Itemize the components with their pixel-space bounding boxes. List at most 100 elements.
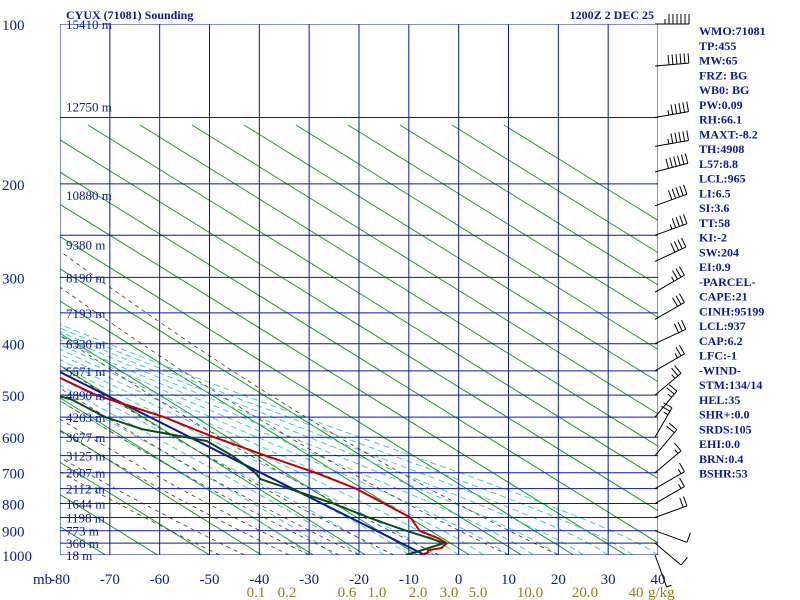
station-index-label: HEL:35 [699, 393, 740, 407]
station-index-label: EI:0.9 [699, 260, 731, 274]
wind-barb-flag [661, 405, 671, 412]
wind-barb-flag [686, 130, 689, 141]
height-label: 8190 m [66, 270, 105, 285]
wind-barb-flag [679, 185, 684, 196]
mixing-ratio-line [60, 471, 220, 555]
station-index-label: FRZ: BG [699, 68, 747, 82]
wind-barb [654, 53, 690, 67]
wind-barb-flag [668, 384, 678, 392]
height-labels: 15410 m 12750 m 10880 m 9380 m 8190 m 7193 m 6… [66, 17, 112, 563]
station-index-label: LFC:-1 [699, 349, 737, 363]
height-label: 12750 m [66, 99, 112, 114]
mixing-ratio-tick-label: 1.0 [368, 585, 387, 600]
dry-adiabat-line [451, 124, 658, 254]
pressure-tick-label: 600 [2, 431, 25, 447]
wind-barb-staff [654, 246, 687, 262]
wind-barb-flag [669, 157, 673, 168]
dry-adiabat-line [60, 236, 575, 555]
station-index-label: SRDS:105 [699, 422, 752, 436]
wind-barb [654, 542, 688, 566]
dry-adiabat-line [60, 364, 367, 555]
mixing-ratio-tick-label: 3.0 [440, 585, 459, 600]
moist-adiabat-line [60, 384, 360, 555]
height-label: 3677 m [66, 430, 105, 445]
wind-barb-flag [678, 131, 682, 142]
mixing-ratio-tick-label: 2.0 [409, 585, 428, 600]
height-label: 18 m [66, 548, 92, 563]
wind-barb-flag [673, 156, 677, 167]
wind-barb-staff [654, 111, 689, 118]
wind-barb-half-flag [671, 374, 676, 379]
moist-adiabat-line [60, 370, 410, 555]
wind-barb [654, 293, 685, 320]
pressure-temperature-grid [60, 24, 658, 555]
temperature-tick-label: -20 [349, 572, 369, 588]
temperature-tick-label: -40 [249, 572, 269, 588]
mixing-ratio-unit-label: g/kg [648, 585, 675, 600]
wind-barb [654, 422, 678, 456]
mixing-ratio-tick-label: 0.6 [338, 585, 357, 600]
pressure-tick-label: 100 [2, 18, 25, 34]
wind-barb-flag [666, 387, 675, 395]
wind-barb-half-flag [678, 483, 682, 489]
wind-barb-half-flag [674, 449, 679, 454]
pressure-tick-label: 200 [2, 178, 25, 194]
mixing-ratio-line [60, 418, 310, 555]
wind-barb-flag [683, 184, 688, 195]
parcel-path [60, 370, 426, 555]
wind-barb-staff [654, 162, 688, 173]
height-label: 4890 m [66, 388, 105, 403]
wind-barb-staff [654, 353, 685, 372]
wind-barb-staff [654, 62, 689, 67]
station-index-label: STM:134/14 [699, 378, 762, 392]
temperature-trace [60, 376, 448, 555]
dry-adiabats [60, 124, 658, 555]
wind-barb-staff [654, 542, 682, 566]
wind-barb-staff [654, 429, 678, 456]
wind-barb-staff [654, 505, 688, 518]
wind-barb-flag [675, 54, 678, 65]
height-label: 1198 m [66, 511, 105, 526]
wind-barb-flag [679, 477, 685, 487]
station-index-label: RH:66.1 [699, 113, 742, 127]
temperature-tick-label: -80 [50, 572, 70, 588]
pressure-tick-label: 1000 [2, 549, 32, 565]
wind-barb-flag [682, 131, 686, 142]
station-index-label: WMO:71081 [699, 24, 766, 38]
wind-barb-flag [677, 239, 683, 249]
wind-barb-staff [654, 301, 685, 320]
wind-barb [654, 477, 685, 504]
wind-barb-half-flag [667, 393, 673, 398]
station-index-label: PW:0.09 [699, 98, 743, 112]
height-label: 7193 m [66, 306, 105, 321]
wind-barb [654, 530, 691, 543]
station-index-label: -WIND- [699, 363, 741, 377]
wind-barb-half-flag [667, 110, 670, 116]
wind-barb-flag [683, 496, 688, 507]
wind-barb-flag [686, 101, 689, 112]
height-label: 1644 m [66, 497, 105, 512]
station-index-label: EHI:0.0 [699, 437, 740, 451]
dry-adiabat-line [139, 124, 658, 447]
dry-adiabat-line [347, 124, 658, 318]
moist-adiabat-line [60, 400, 310, 555]
wind-barb-flag [679, 53, 682, 64]
wind-barb [654, 214, 688, 236]
station-index-label: TH:4908 [699, 142, 744, 156]
wind-barb [654, 402, 673, 438]
dry-adiabat-line [60, 171, 658, 544]
mixing-ratio-tick-label: 5.0 [469, 585, 488, 600]
mixing-ratio-line [60, 457, 245, 555]
wind-barb-staff [654, 274, 685, 293]
station-index-label: SHR+:0.0 [699, 408, 750, 422]
wind-barb-flag [670, 104, 674, 115]
temperature-tick-label: -60 [150, 572, 170, 588]
wind-barb-staff [654, 554, 668, 588]
height-label: 9380 m [66, 237, 105, 252]
pressure-unit-label: mb [33, 572, 52, 588]
station-index-label: TP:455 [699, 39, 736, 53]
wind-barb-flag [674, 365, 682, 374]
wind-barb-flag [677, 155, 681, 166]
wind-barb-staff [654, 407, 673, 438]
wind-barb-half-flag [678, 469, 682, 474]
